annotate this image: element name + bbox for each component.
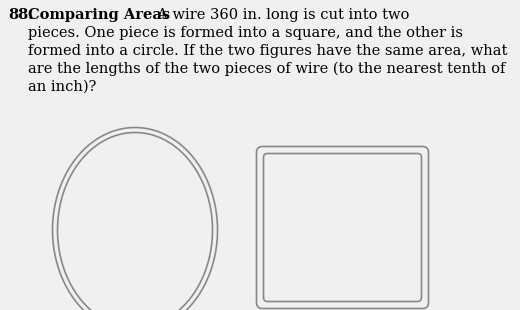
Text: Comparing Areas: Comparing Areas: [28, 8, 170, 22]
Text: formed into a circle. If the two figures have the same area, what: formed into a circle. If the two figures…: [28, 44, 508, 58]
Text: pieces. One piece is formed into a square, and the other is: pieces. One piece is formed into a squar…: [28, 26, 463, 40]
Text: A wire 360 in. long is cut into two: A wire 360 in. long is cut into two: [148, 8, 409, 22]
Text: 88.: 88.: [8, 8, 33, 22]
Text: an inch)?: an inch)?: [28, 80, 96, 94]
Text: are the lengths of the two pieces of wire (to the nearest tenth of: are the lengths of the two pieces of wir…: [28, 62, 505, 76]
